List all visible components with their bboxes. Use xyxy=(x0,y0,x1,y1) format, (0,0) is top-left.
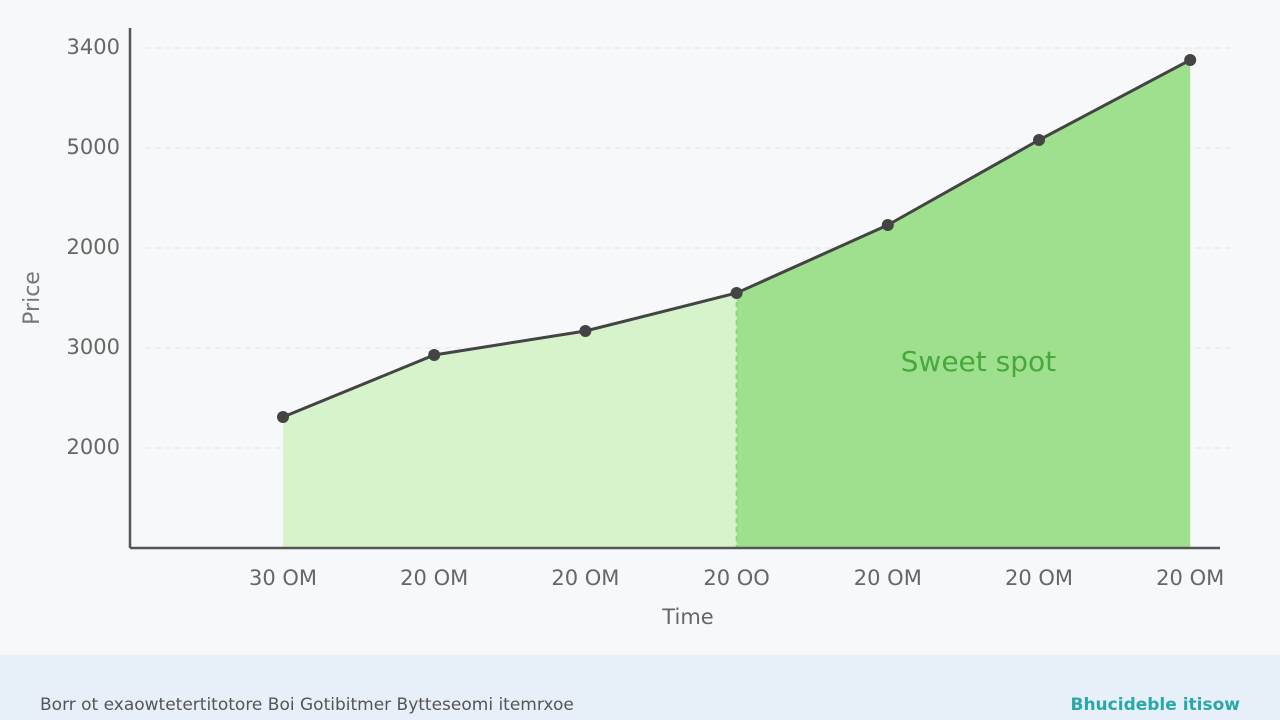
x-tick-label: 20 OO xyxy=(703,566,769,590)
point xyxy=(1184,54,1197,66)
point xyxy=(1033,134,1045,146)
x-tick-label: 20 OM xyxy=(400,566,468,590)
y-tick-label: 2000 xyxy=(67,235,120,259)
point xyxy=(428,349,441,361)
chart: Price Time 2000 3000 2000 5000 3400 30 OM 20 O… xyxy=(20,28,1230,629)
x-tick-label: 20 OM xyxy=(1156,566,1224,590)
footer-text: Borr ot exaowtetertitotore Boi Gotibitme… xyxy=(40,695,574,715)
annotation: Sweet spot xyxy=(901,345,1056,378)
x-axis-label: Time xyxy=(661,605,713,629)
y-tick-label: 3400 xyxy=(67,35,120,59)
x-tick-label: 20 OM xyxy=(551,566,619,590)
point xyxy=(881,219,894,231)
point xyxy=(277,411,289,423)
x-tick-label: 30 OM xyxy=(249,566,317,590)
x-tick-label: 20 OM xyxy=(854,566,922,590)
area xyxy=(736,60,1191,548)
point xyxy=(730,287,743,299)
footer: Borr ot exaowtetertitotore Boi Gotibitme… xyxy=(0,655,1280,720)
y-tick-label: 3000 xyxy=(67,335,120,359)
footer-brand: Bhucideble itisow xyxy=(1070,695,1241,715)
area xyxy=(283,293,737,548)
x-tick-label: 20 OM xyxy=(1005,566,1073,590)
y-axis-label: Price xyxy=(20,271,45,325)
y-tick-label: 5000 xyxy=(67,135,120,159)
y-tick-label: 2000 xyxy=(67,435,120,459)
point xyxy=(579,325,592,337)
